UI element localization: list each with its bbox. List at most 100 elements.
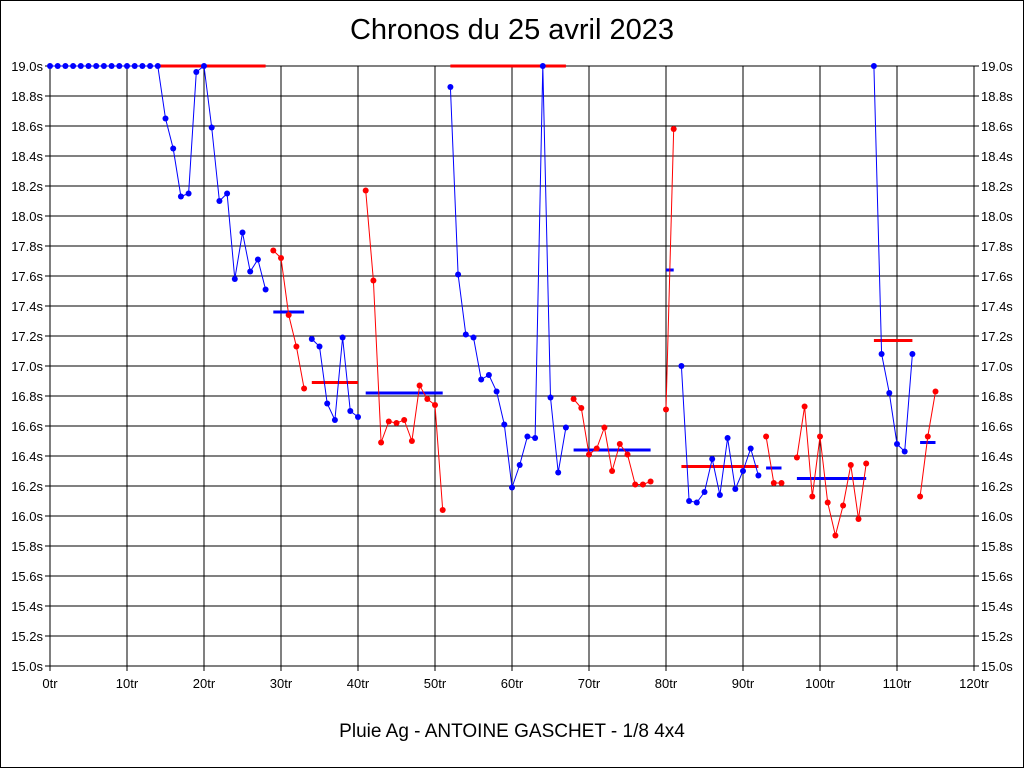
lap-time-point [562,424,569,431]
x-tick-label: 20tr [193,676,216,691]
y-tick-label-left: 18.2s [11,179,43,194]
lap-time-point [224,190,231,197]
lap-time-point [85,63,92,69]
lap-time-line [765,436,782,484]
lap-time-point [593,445,600,452]
lap-time-point [832,532,839,539]
lap-time-point [847,462,854,468]
y-tick-label-left: 19.0s [11,59,43,74]
lap-time-point [408,438,415,444]
y-tick-label-right: 15.4s [981,599,1013,614]
lap-time-point [763,433,770,440]
y-tick-label-left: 16.0s [11,509,43,524]
lap-time-point [709,456,716,462]
lap-time-point [362,187,369,194]
lap-time-point [77,63,84,69]
y-tick-label-right: 15.2s [981,629,1013,644]
lap-time-point [801,403,808,410]
lap-time-point [539,63,546,69]
y-tick-label-right: 18.0s [981,209,1013,224]
lap-time-point [47,63,53,69]
lap-time-point [824,499,831,506]
lap-time-point [501,421,508,428]
lap-time-point [817,433,823,440]
lap-time-point [70,63,77,69]
chart-title: Chronos du 25 avril 2023 [349,14,675,46]
lap-time-point [840,502,847,509]
lap-time-line [365,190,444,511]
y-tick-label-left: 18.8s [11,89,43,104]
lap-time-point [917,493,924,500]
lap-time-point [616,441,623,447]
y-tick-label-right: 16.6s [981,419,1013,434]
lap-time-point [747,445,754,452]
y-tick-label-right: 16.0s [981,509,1013,524]
lap-time-point [439,507,446,513]
lap-time-point [54,63,61,69]
lap-time-point [285,312,292,318]
lap-time-point [678,363,685,369]
lap-time-point [201,63,207,69]
lap-time-point [239,229,246,236]
lap-time-point [570,396,577,402]
lap-time-point [93,63,100,69]
y-tick-label-left: 16.4s [11,449,43,464]
lap-time-point [924,433,931,440]
lap-time-point [254,256,261,263]
lap-time-point [339,334,346,341]
y-tick-label-left: 17.8s [11,239,43,254]
lap-time-point [724,435,731,441]
x-tick-label: 60tr [501,676,524,691]
lap-time-point [432,402,438,408]
lap-time-point [770,480,777,486]
chart-footer: Pluie Ag - ANTOINE GASCHET - 1/8 4x4 [339,721,685,742]
lap-time-point [532,435,539,441]
lap-time-point [516,462,523,468]
lap-time-point [478,376,485,383]
lap-time-point [170,145,177,152]
lap-time-point [863,460,870,467]
lap-time-point [663,406,669,413]
lap-time-point [108,63,115,69]
lap-time-point [578,405,585,411]
lap-time-point [139,63,146,69]
lap-time-point [393,420,400,426]
y-tick-label-right: 15.8s [981,539,1013,554]
y-tick-label-right: 16.4s [981,449,1013,464]
x-tick-label: 90tr [732,676,755,691]
y-tick-label-right: 16.8s [981,389,1013,404]
y-tick-label-left: 18.6s [11,119,43,134]
lap-time-point [886,390,893,396]
lap-time-point [878,351,885,357]
y-tick-label-left: 17.6s [11,269,43,284]
lap-time-point [693,499,700,506]
y-tick-label-left: 17.2s [11,329,43,344]
lap-time-point [193,69,200,75]
y-tick-label-left: 16.2s [11,479,43,494]
lap-time-point [624,451,631,458]
lap-time-point [216,198,223,204]
lap-time-point [424,396,431,402]
y-tick-label-right: 16.2s [981,479,1013,494]
lap-time-line [796,406,867,536]
x-tick-label: 100tr [805,676,835,691]
y-tick-label-right: 18.4s [981,149,1013,164]
lap-time-point [308,336,315,342]
lap-time-point [778,480,785,486]
lap-time-line [50,65,267,290]
lap-time-point [270,247,277,254]
y-tick-label-right: 17.0s [981,359,1013,374]
y-tick-label-right: 18.8s [981,89,1013,104]
lap-time-point [732,486,739,492]
lap-time-point [293,343,300,350]
x-tick-label: 80tr [655,676,678,691]
lap-time-point [670,126,677,132]
y-tick-label-left: 15.8s [11,539,43,554]
lap-time-point [116,63,123,69]
lap-time-point [547,394,554,401]
lap-time-point [609,468,616,474]
lap-time-point [455,271,462,278]
lap-time-point [131,63,138,69]
y-tick-label-left: 18.4s [11,149,43,164]
